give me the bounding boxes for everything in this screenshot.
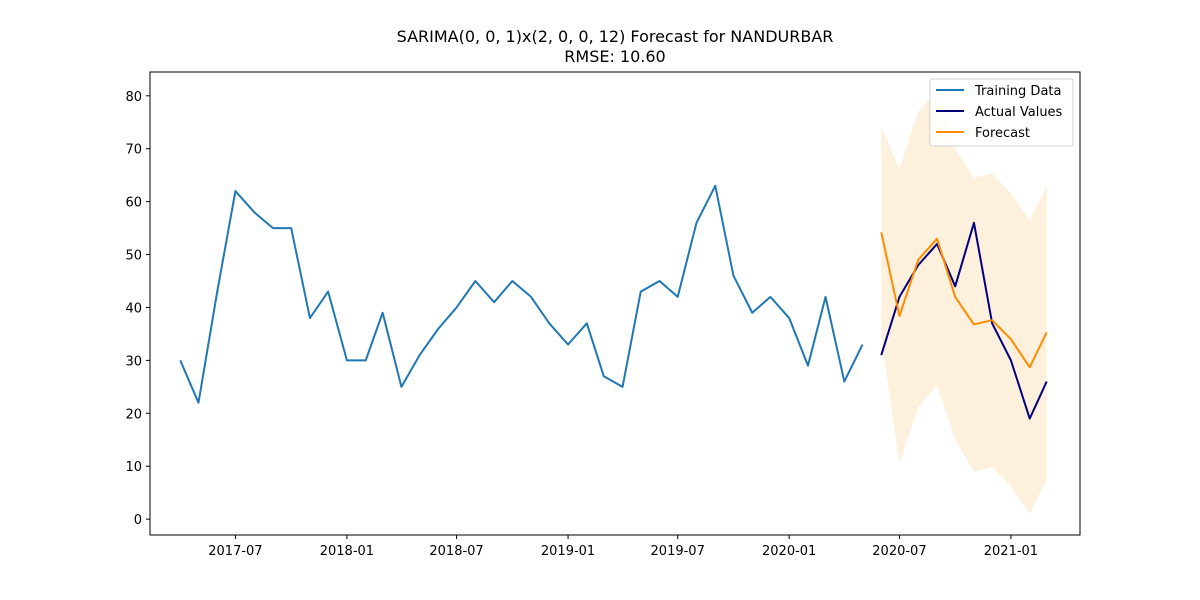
x-tick-label: 2019-01 (541, 544, 595, 559)
y-tick-label: 20 (125, 407, 142, 422)
x-axis: 2017-07 2018-01 2018-07 2019-01 2019-07 2020-… (208, 535, 1038, 559)
x-tick-label: 2018-07 (429, 544, 483, 559)
legend-label-forecast: Forecast (975, 126, 1030, 141)
y-tick-label: 30 (125, 354, 142, 369)
x-tick-label: 2020-01 (762, 544, 816, 559)
confidence-interval-layer (881, 90, 1047, 514)
plot-area-frame (149, 71, 1081, 536)
chart-title-block: SARIMA(0, 0, 1)x(2, 0, 0, 12) Forecast f… (150, 27, 1080, 67)
x-tick-label: 2018-01 (320, 544, 374, 559)
forecast-line (880, 232, 1048, 369)
y-axis: 0 10 20 30 40 50 60 70 80 (125, 90, 150, 528)
y-tick-label: 70 (125, 143, 142, 158)
y-tick-label: 10 (125, 460, 142, 475)
y-tick-label: 50 (125, 249, 142, 264)
x-tick-label: 2020-07 (872, 544, 926, 559)
chart-title: SARIMA(0, 0, 1)x(2, 0, 0, 12) Forecast f… (396, 27, 834, 46)
y-tick-label: 60 (125, 196, 142, 211)
y-tick-label: 40 (125, 301, 142, 316)
legend: Training Data Actual Values Forecast (929, 78, 1074, 147)
training-data-line (179, 184, 864, 404)
x-tick-label: 2017-07 (208, 544, 262, 559)
legend-label-actual: Actual Values (975, 105, 1063, 120)
y-tick-label: 80 (125, 90, 142, 105)
actual-values-line (880, 221, 1048, 420)
chart-subtitle: RMSE: 10.60 (564, 47, 666, 66)
series-layer (179, 184, 1048, 420)
forecast-confidence-band (881, 90, 1047, 514)
x-tick-label: 2019-07 (651, 544, 705, 559)
y-tick-label: 0 (134, 513, 142, 528)
legend-box (929, 78, 1074, 147)
legend-label-training: Training Data (974, 84, 1061, 99)
x-tick-label: 2021-01 (984, 544, 1038, 559)
